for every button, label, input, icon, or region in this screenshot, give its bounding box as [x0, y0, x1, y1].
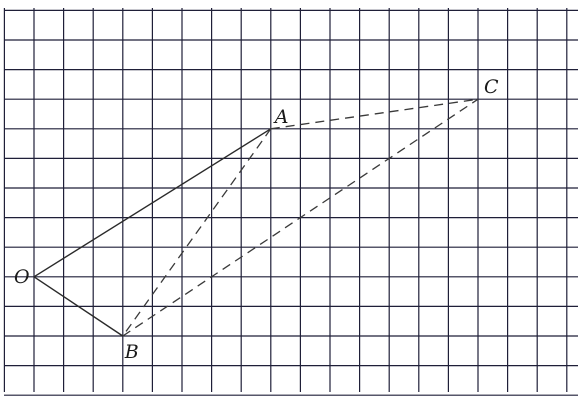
point-labels: O A B C: [14, 76, 499, 363]
point-label-o: O: [14, 266, 30, 288]
segment-oa: [33, 128, 272, 278]
grid-lines: [3, 8, 578, 396]
segment-ob: [33, 276, 124, 337]
point-label-c: C: [484, 76, 499, 98]
point-label-b: B: [124, 341, 139, 363]
segment-ab: [122, 128, 272, 337]
segment-ac: [270, 98, 479, 130]
point-label-a: A: [273, 106, 289, 128]
segment-bc: [122, 98, 479, 337]
segments: [33, 98, 479, 337]
